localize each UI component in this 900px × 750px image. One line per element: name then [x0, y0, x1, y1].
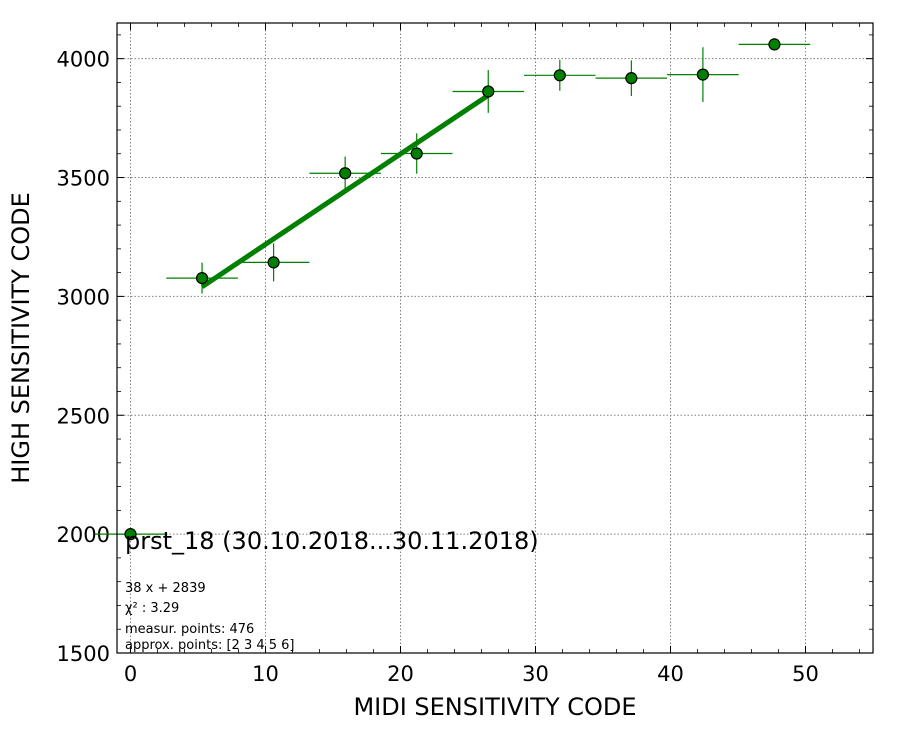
annotation-chi2: χ² : 3.29	[125, 601, 179, 616]
x-tick-label: 20	[387, 662, 414, 686]
plot-frame	[116, 22, 874, 654]
data-point	[553, 69, 566, 82]
plot-area	[117, 23, 873, 653]
data-point	[482, 85, 495, 98]
x-tick-label: 10	[252, 662, 279, 686]
annotation-approx-points: approx. points: [2 3 4 5 6]	[125, 638, 295, 653]
y-axis-label: HIGH SENSITIVITY CODE	[7, 192, 35, 484]
x-tick-label: 50	[792, 662, 819, 686]
y-tick-label: 2500	[57, 404, 110, 428]
data-point	[768, 38, 781, 51]
data-point	[696, 68, 710, 81]
data-point	[124, 528, 137, 541]
y-tick-label: 4000	[57, 48, 110, 72]
y-tick-label: 1500	[57, 642, 110, 666]
data-point	[267, 256, 280, 269]
y-tick-label: 3000	[57, 285, 110, 309]
x-tick-label: 30	[522, 662, 549, 686]
annotation-title: prst_18 (30.10.2018...30.11.2018)	[125, 527, 539, 555]
data-point	[410, 147, 423, 160]
annotation-measured-points: measur. points: 476	[125, 622, 254, 637]
x-tick-label: 40	[657, 662, 684, 686]
data-point	[195, 271, 209, 285]
annotation-fit-equation: 38 x + 2839	[125, 581, 206, 596]
x-axis-label: MIDI SENSITIVITY CODE	[353, 693, 636, 721]
data-point	[625, 72, 638, 85]
fit-line	[200, 93, 490, 289]
x-tick-label: 0	[124, 662, 137, 686]
y-tick-label: 2000	[57, 523, 110, 547]
data-point	[339, 167, 352, 180]
y-tick-label: 3500	[57, 167, 110, 191]
